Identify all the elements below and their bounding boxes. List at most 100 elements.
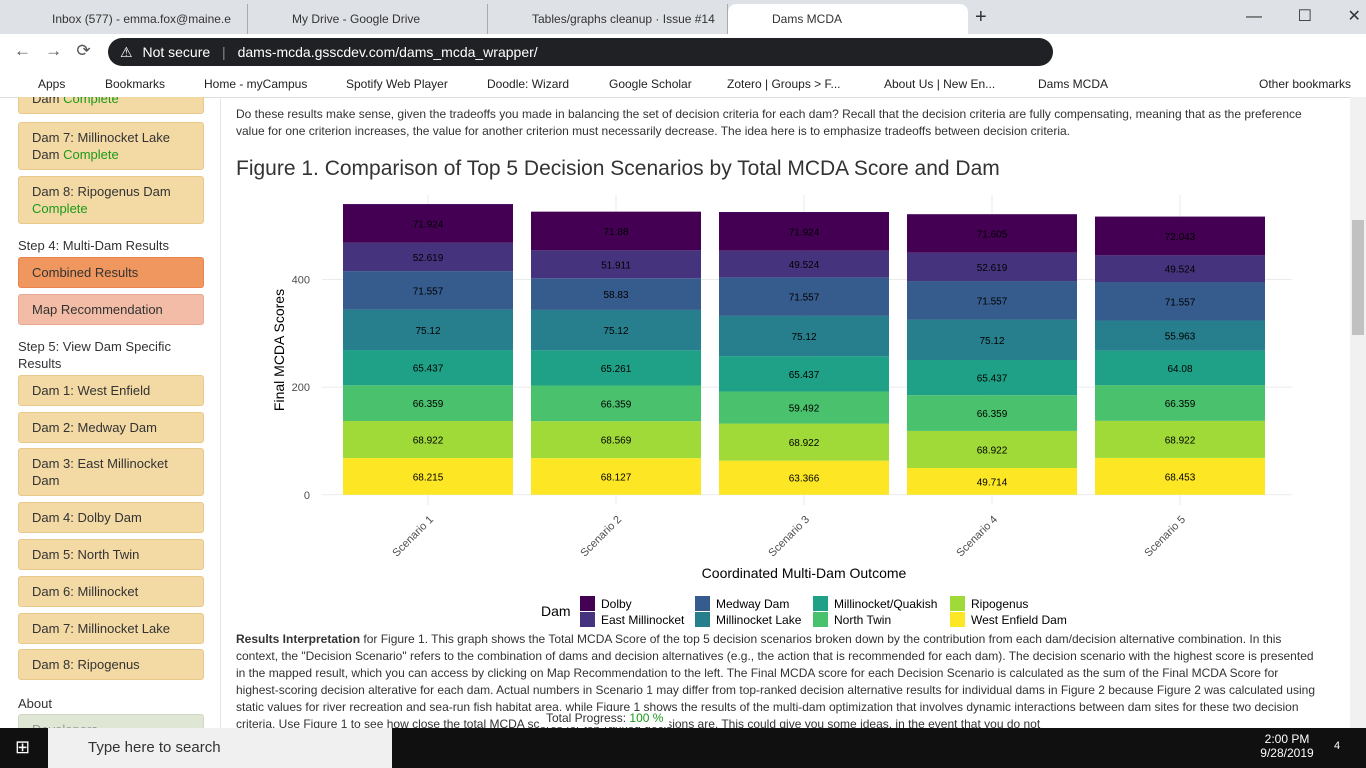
bar-segment xyxy=(531,421,701,459)
nav-item-active[interactable]: Combined Results xyxy=(18,257,204,288)
nav-item[interactable]: Dam 8: Ripogenus xyxy=(18,649,204,680)
bar-segment xyxy=(343,458,513,495)
nav-item[interactable]: Dam 2: Medway Dam xyxy=(18,412,204,443)
bookmark[interactable]: Spotify Web Player xyxy=(346,77,448,91)
status: Complete xyxy=(32,201,88,216)
value-label: 68.922 xyxy=(789,438,820,449)
x-tick-label: Scenario 3 xyxy=(766,514,812,560)
taskbar: ⊞ Type here to search 2:00 PM 9/28/2019 4 xyxy=(0,728,1366,768)
bookmark[interactable]: Dams MCDA xyxy=(1038,77,1109,91)
legend-label: North Twin xyxy=(834,613,891,627)
bar-segment xyxy=(343,420,513,459)
progress: Total Progress: 100 % xyxy=(540,711,670,727)
legend-swatch xyxy=(950,596,965,611)
tab-active[interactable]: Dams MCDA xyxy=(728,4,968,34)
legend-swatch xyxy=(813,612,828,627)
value-label: 68.215 xyxy=(413,472,444,483)
scrollbar[interactable] xyxy=(1350,97,1366,728)
tab[interactable]: My Drive - Google Drive xyxy=(248,4,488,34)
window-controls[interactable]: — ☐ ✕ xyxy=(1246,8,1361,25)
value-label: 68.127 xyxy=(601,472,632,483)
bar-segment xyxy=(907,319,1077,360)
tab[interactable]: Inbox (577) - emma.fox@maine.e xyxy=(8,4,248,34)
value-label: 71.88 xyxy=(603,227,628,238)
status: Complete xyxy=(63,97,119,106)
value-label: 68.569 xyxy=(601,436,632,447)
sidebar: Dam Complete Dam 7: Millinocket Lake Dam… xyxy=(0,97,221,728)
bar-segment xyxy=(719,391,889,424)
x-tick-label: Scenario 5 xyxy=(1142,514,1188,560)
legend-swatch xyxy=(695,596,710,611)
bar-segment xyxy=(719,423,889,461)
value-label: 49.714 xyxy=(977,477,1008,488)
nav-item[interactable]: Dam 8: Ripogenus Dam Complete xyxy=(18,176,204,224)
bar-segment xyxy=(719,356,889,392)
value-label: 68.922 xyxy=(977,445,1008,456)
section-heading: About xyxy=(18,696,52,711)
nav-item[interactable]: Dam 1: West Enfield xyxy=(18,375,204,406)
value-label: 75.12 xyxy=(603,326,628,337)
legend-title: Dam xyxy=(541,603,571,619)
notifications[interactable]: 4 xyxy=(1334,740,1341,752)
bookmark[interactable]: About Us | New En... xyxy=(884,77,996,91)
bar-segment xyxy=(907,359,1077,396)
toolbar: ← → ⟳ ⚠ Not secure | dams-mcda.gsscdev.c… xyxy=(0,34,1366,70)
bookmark[interactable]: Doodle: Wizard xyxy=(487,77,570,91)
figure-title: Figure 1. Comparison of Top 5 Decision S… xyxy=(236,157,1000,180)
scrollbar-thumb[interactable] xyxy=(1352,220,1364,335)
bar-segment xyxy=(531,278,701,310)
nav-item[interactable]: Dam 5: North Twin xyxy=(18,539,204,570)
value-label: 66.359 xyxy=(413,399,444,410)
bar-segment xyxy=(1095,255,1265,283)
bookmark[interactable]: Google Scholar xyxy=(609,77,692,91)
chart: 0 200 400 68.215 68.922 66.359 65.437 75.12 71.5… xyxy=(271,195,1292,627)
security: Not secure xyxy=(142,44,211,60)
bar-segment xyxy=(343,204,513,243)
nav-item[interactable]: Dam 4: Dolby Dam xyxy=(18,502,204,533)
start-button[interactable]: ⊞ xyxy=(15,737,31,757)
value-label: 52.619 xyxy=(977,263,1008,274)
value-label: 75.12 xyxy=(979,336,1004,347)
bar-segment xyxy=(1095,282,1265,321)
nav-buttons[interactable]: ← → ⟳ xyxy=(14,41,91,60)
bookmark[interactable]: Home - myCampus xyxy=(204,77,308,91)
nav-item[interactable]: Dam 7: Millinocket Lake Dam Complete xyxy=(18,122,204,170)
bar-segment xyxy=(719,315,889,357)
bar-segment xyxy=(531,458,701,495)
tab[interactable]: Tables/graphs cleanup · Issue #14 xyxy=(488,4,728,34)
label: Dam 7: Millinocket Lake Dam xyxy=(32,130,170,162)
value-label: 66.359 xyxy=(977,409,1008,420)
date: 9/28/2019 xyxy=(1260,746,1314,760)
clock[interactable]: 2:00 PM 9/28/2019 xyxy=(1253,732,1321,760)
value-label: 51.911 xyxy=(601,260,631,271)
bar-segment xyxy=(531,385,701,422)
value-label: 52.619 xyxy=(413,253,444,264)
nav-item[interactable]: Dam 6: Millinocket xyxy=(18,576,204,607)
legend-label: Millinocket Lake xyxy=(716,613,802,627)
bookmark[interactable]: Bookmarks xyxy=(105,77,166,91)
nav-item[interactable]: Developers xyxy=(18,714,204,728)
nav-item[interactable]: Dam 7: Millinocket Lake xyxy=(18,613,204,644)
x-tick-label: Scenario 2 xyxy=(578,514,624,560)
main-content: Do these results make sense, given the t… xyxy=(236,97,1320,728)
bar-segment xyxy=(907,252,1077,282)
value-label: 65.437 xyxy=(413,364,444,375)
bookmark[interactable]: Zotero | Groups > F... xyxy=(727,77,841,91)
value-label: 49.524 xyxy=(789,260,820,271)
section-heading: Step 4: Multi-Dam Results xyxy=(18,238,169,253)
search-box[interactable]: Type here to search xyxy=(48,728,392,768)
bookmark[interactable]: Apps xyxy=(38,77,66,91)
y-axis-title: Final MCDA Scores xyxy=(271,289,287,411)
value-label: 71.557 xyxy=(413,286,444,297)
legend-label: Millinocket/Quakish xyxy=(834,597,937,611)
new-tab[interactable]: + xyxy=(975,6,987,28)
interpretation-heading: Results Interpretation xyxy=(236,632,361,646)
warning-icon: ⚠ xyxy=(120,44,133,60)
x-axis-title: Coordinated Multi-Dam Outcome xyxy=(702,565,907,581)
bookmark[interactable]: Other bookmarks xyxy=(1259,77,1352,91)
address-bar[interactable]: ⚠ Not secure | dams-mcda.gsscdev.com/dam… xyxy=(108,38,1053,66)
nav-item[interactable]: Dam 3: East Millinocket Dam xyxy=(18,448,204,496)
nav-item[interactable]: Map Recommendation xyxy=(18,294,204,325)
bar-segment xyxy=(907,395,1077,431)
nav-item[interactable]: Dam Complete xyxy=(18,97,204,114)
